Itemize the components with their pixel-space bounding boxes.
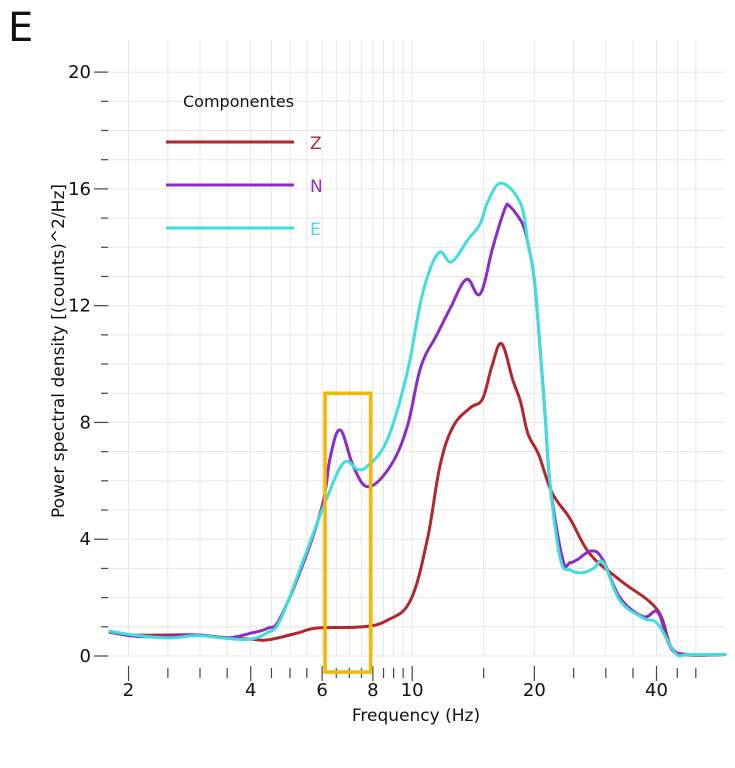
annotation-layer	[323, 391, 373, 674]
y-tick-label: 20	[68, 62, 91, 83]
y-tick-label: 8	[80, 412, 91, 433]
series-layer	[108, 181, 727, 658]
legend-label-e: E	[310, 220, 321, 240]
x-tick-label: 20	[523, 680, 546, 701]
highlight-rectangle	[323, 391, 373, 674]
x-axis: 2 4 6 8 10 20 40	[123, 666, 697, 701]
grid	[108, 40, 725, 657]
x-tick-label: 4	[245, 680, 256, 701]
x-tick-label: 6	[316, 680, 327, 701]
legend-label-n: N	[310, 177, 323, 197]
x-tick-label: 8	[367, 680, 378, 701]
x-tick-label: 2	[123, 680, 134, 701]
x-axis-label: Frequency (Hz)	[352, 706, 480, 726]
y-tick-label: 4	[80, 529, 91, 550]
y-tick-label: 16	[68, 179, 91, 200]
series-line-e	[108, 181, 727, 658]
legend-label-z: Z	[310, 134, 322, 154]
y-axis: 0 4 8 12 16 20	[68, 62, 108, 667]
y-axis-label: Power spectral density [(counts)^2/Hz]	[49, 184, 69, 518]
y-tick-label: 12	[68, 296, 91, 317]
x-tick-label: 40	[645, 680, 668, 701]
legend-title: Componentes	[183, 92, 294, 111]
legend: Componentes Z N E	[166, 92, 323, 240]
y-tick-label: 0	[80, 646, 91, 667]
x-tick-label: 10	[401, 680, 424, 701]
panel-letter: E	[8, 5, 34, 51]
